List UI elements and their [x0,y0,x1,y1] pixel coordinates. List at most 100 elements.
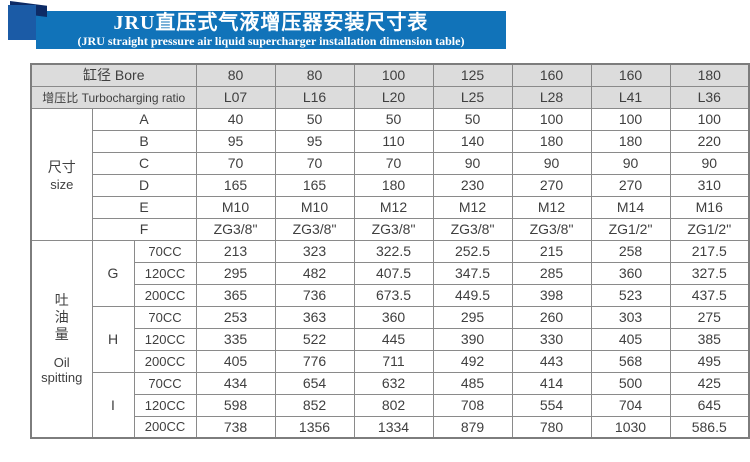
table-row-H-200CC: 200CC 405 776 711 492 443 568 495 [31,349,750,373]
table-cell: 323 [274,239,355,263]
table-row-I-70CC: I 70CC 434 654 632 485 414 500 425 [31,371,750,439]
row-label-H: H [91,305,135,373]
row-label-C: C [91,151,197,175]
table-cell: 270 [590,173,671,197]
page-title: JRU直压式气液增压器安装尺寸表 [113,12,429,34]
table-cell: 632 [353,371,434,395]
table-cell: 360 [590,261,671,285]
table-cell: 405 [590,327,671,351]
table-cell: ZG3/8" [195,217,276,241]
table-cell: 568 [590,349,671,373]
table-cell: L36 [669,85,750,109]
table-cell: 363 [274,305,355,329]
table-cell: 275 [669,305,750,329]
table-cell: 425 [669,371,750,395]
table-cell: L28 [511,85,592,109]
table-cell: 80 [195,63,276,87]
table-cell: 180 [669,63,750,87]
oil-group-cell: 吐 油 量 Oil spitting [30,239,93,439]
table-cell: L41 [590,85,671,109]
table-row-G-200CC: 200CC 365 736 673.5 449.5 398 523 437.5 [31,283,750,307]
table-cell: ZG3/8" [274,217,355,241]
row-label-E: E [91,195,197,219]
cc-label: 200CC [133,283,197,307]
table-cell: 598 [195,393,276,417]
table-cell: 303 [590,305,671,329]
table-cell: L16 [274,85,355,109]
table-row-C: C 70 70 70 90 90 90 90 [31,151,750,175]
table-cell: 434 [195,371,276,395]
table-cell: 385 [669,327,750,351]
table-cell: 492 [432,349,513,373]
row-label-F: F [91,217,197,241]
table-cell: 90 [432,151,513,175]
table-cell: 407.5 [353,261,434,285]
table-cell: 738 [195,415,276,439]
table-cell: 165 [195,173,276,197]
table-cell: 776 [274,349,355,373]
table-cell: ZG1/2" [590,217,671,241]
table-row-D: D 165 165 180 230 270 270 310 [31,173,750,197]
table-cell: 327.5 [669,261,750,285]
table-cell: 802 [353,393,434,417]
cc-label: 200CC [133,349,197,373]
cc-label: 200CC [133,415,197,439]
table-row-I-120CC: 120CC 598 852 802 708 554 704 645 [31,393,750,417]
table-cell: 495 [669,349,750,373]
table-row-B: B 95 95 110 140 180 180 220 [31,129,750,153]
table-cell: 285 [511,261,592,285]
table-row-F: F ZG3/8" ZG3/8" ZG3/8" ZG3/8" ZG3/8" ZG1… [31,217,750,241]
bore-row-label: 缸径 Bore [30,63,197,87]
table-row-H-70CC: H 70CC 253 363 360 295 260 303 275 [31,305,750,373]
row-label-A: A [91,107,197,131]
table-cell: 160 [590,63,671,87]
table-cell: 50 [353,107,434,131]
table-cell: ZG3/8" [353,217,434,241]
table-cell: 95 [195,129,276,153]
table-cell: ZG1/2" [669,217,750,241]
table-cell: 360 [353,305,434,329]
table-cell: 852 [274,393,355,417]
oil-group-char-1: 吐 [54,292,69,309]
table-row-E: E M10 M10 M12 M12 M12 M14 M16 [31,195,750,219]
table-cell: 70 [353,151,434,175]
table-cell: 100 [353,63,434,87]
row-label-B: B [91,129,197,153]
table-cell: 654 [274,371,355,395]
table-cell: 270 [511,173,592,197]
table-cell: 100 [590,107,671,131]
table-row-A: 尺寸 size A 40 50 50 50 100 100 100 [30,107,750,241]
table-cell: 258 [590,239,671,263]
table-cell: 70 [195,151,276,175]
table-cell: 1334 [353,415,434,439]
dimension-table: 缸径 Bore 80 80 100 125 160 160 180 增压比 Tu… [30,63,750,439]
table-cell: 180 [590,129,671,153]
table-cell: L20 [353,85,434,109]
table-row-G-70CC: 吐 油 量 Oil spitting G 70CC 213 323 322.5 … [30,239,750,439]
table-cell: 405 [195,349,276,373]
table-cell: M12 [511,195,592,219]
table-cell: 711 [353,349,434,373]
cc-label: 120CC [133,393,197,417]
table-cell: M14 [590,195,671,219]
table-cell: M12 [432,195,513,219]
table-cell: 165 [274,173,355,197]
table-cell: 217.5 [669,239,750,263]
oil-group-label-en-2: spitting [41,370,83,386]
table-cell: 90 [669,151,750,175]
table-cell: 252.5 [432,239,513,263]
table-cell: 295 [195,261,276,285]
table-cell: 100 [669,107,750,131]
table-cell: 482 [274,261,355,285]
table-cell: 70 [274,151,355,175]
ratio-row-label: 增压比 Turbocharging ratio [30,85,197,109]
cc-label: 70CC [133,239,197,263]
table-cell: L25 [432,85,513,109]
table-cell: 90 [511,151,592,175]
table-cell: 322.5 [353,239,434,263]
table-cell: 335 [195,327,276,351]
table-cell: 100 [511,107,592,131]
table-cell: 213 [195,239,276,263]
table-cell: 780 [511,415,592,439]
cc-label: 70CC [133,305,197,329]
